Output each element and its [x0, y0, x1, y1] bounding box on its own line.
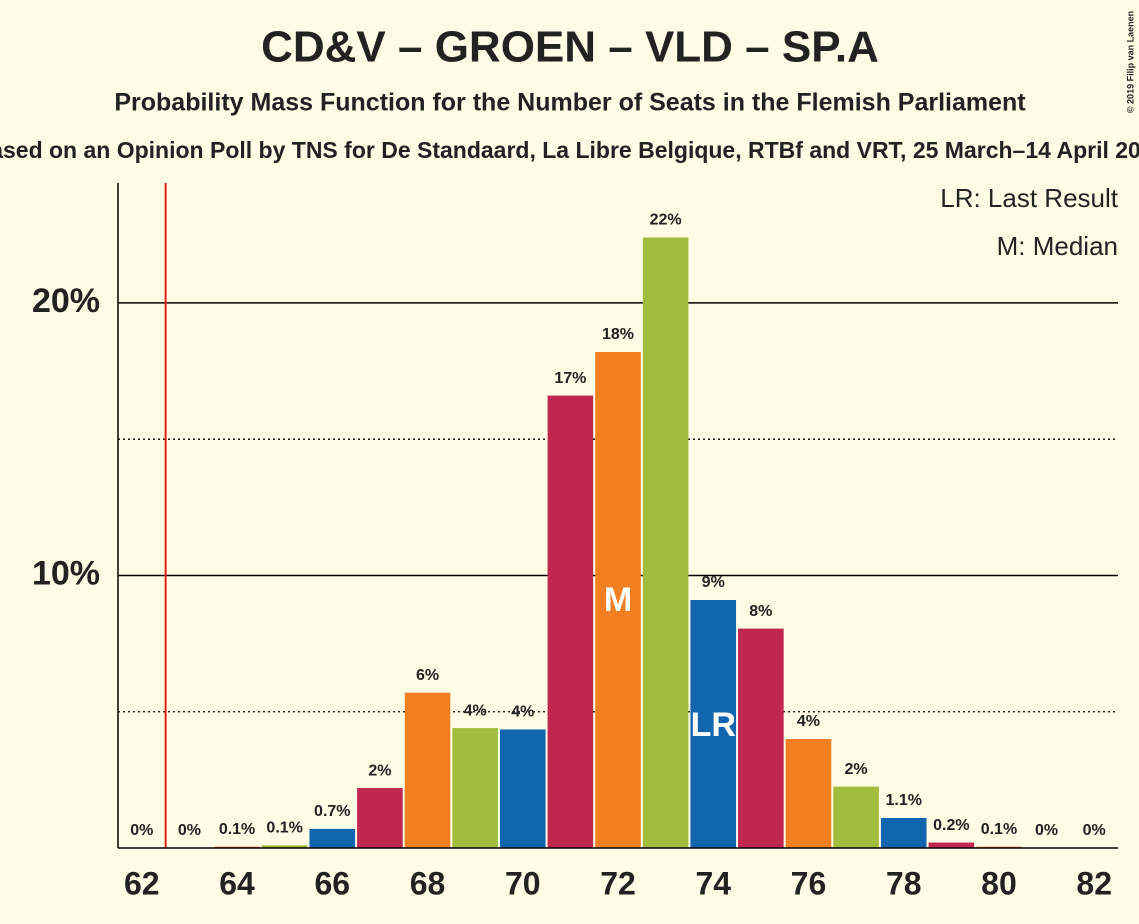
x-tick-label: 80 — [981, 865, 1017, 901]
bar — [404, 692, 451, 848]
value-label: 17% — [554, 370, 586, 387]
value-label: 2% — [845, 761, 868, 778]
bar — [785, 738, 832, 848]
x-tick-label: 82 — [1076, 865, 1112, 901]
x-tick-label: 70 — [505, 865, 541, 901]
value-label: 0% — [1083, 822, 1106, 839]
value-label: 0.1% — [981, 821, 1017, 838]
bar — [595, 351, 641, 848]
bar — [499, 729, 546, 848]
x-tick-label: 62 — [124, 865, 160, 901]
x-tick-label: 64 — [219, 865, 255, 901]
median-marker: M — [604, 581, 632, 619]
x-tick-label: 76 — [791, 865, 827, 901]
value-label: 0% — [1035, 822, 1058, 839]
bar — [833, 786, 879, 848]
bar — [261, 845, 308, 848]
value-label: 4% — [464, 702, 487, 719]
last_result-marker: LR — [691, 706, 736, 744]
x-tick-label: 74 — [695, 865, 731, 901]
chart-subtitle: Based on an Opinion Poll by TNS for De S… — [0, 137, 1139, 163]
value-label: 9% — [702, 574, 725, 591]
value-label: 4% — [797, 713, 820, 730]
value-label: 22% — [650, 212, 682, 229]
bar — [690, 599, 737, 848]
y-tick-label: 10% — [32, 554, 100, 592]
value-label: 0% — [178, 822, 201, 839]
value-label: 0% — [130, 822, 153, 839]
value-label: 8% — [749, 603, 772, 620]
bar — [357, 788, 403, 848]
chart-subtitle: Probability Mass Function for the Number… — [114, 89, 1026, 117]
legend-entry: M: Median — [997, 231, 1118, 261]
legend-entry: LR: Last Result — [940, 183, 1119, 213]
chart-title: CD&V – GROEN – VLD – SP.A — [261, 23, 879, 72]
x-tick-label: 66 — [314, 865, 350, 901]
value-label: 6% — [416, 667, 439, 684]
value-label: 4% — [511, 704, 534, 721]
y-tick-label: 20% — [32, 282, 100, 320]
x-tick-label: 68 — [410, 865, 446, 901]
value-label: 18% — [602, 326, 634, 343]
bar — [880, 818, 927, 848]
bar — [309, 828, 356, 848]
value-label: 0.1% — [219, 821, 255, 838]
bar — [642, 237, 689, 849]
x-tick-label: 72 — [600, 865, 636, 901]
bar — [738, 628, 784, 848]
value-label: 1.1% — [885, 792, 921, 809]
x-tick-label: 78 — [886, 865, 922, 901]
bar — [547, 395, 594, 848]
value-label: 0.2% — [933, 817, 969, 834]
copyright: © 2019 Filip van Laenen — [1125, 11, 1135, 113]
bar — [452, 728, 498, 848]
value-label: 2% — [368, 762, 391, 779]
value-label: 0.7% — [314, 803, 350, 820]
value-label: 0.1% — [266, 819, 302, 836]
bar — [928, 842, 975, 848]
